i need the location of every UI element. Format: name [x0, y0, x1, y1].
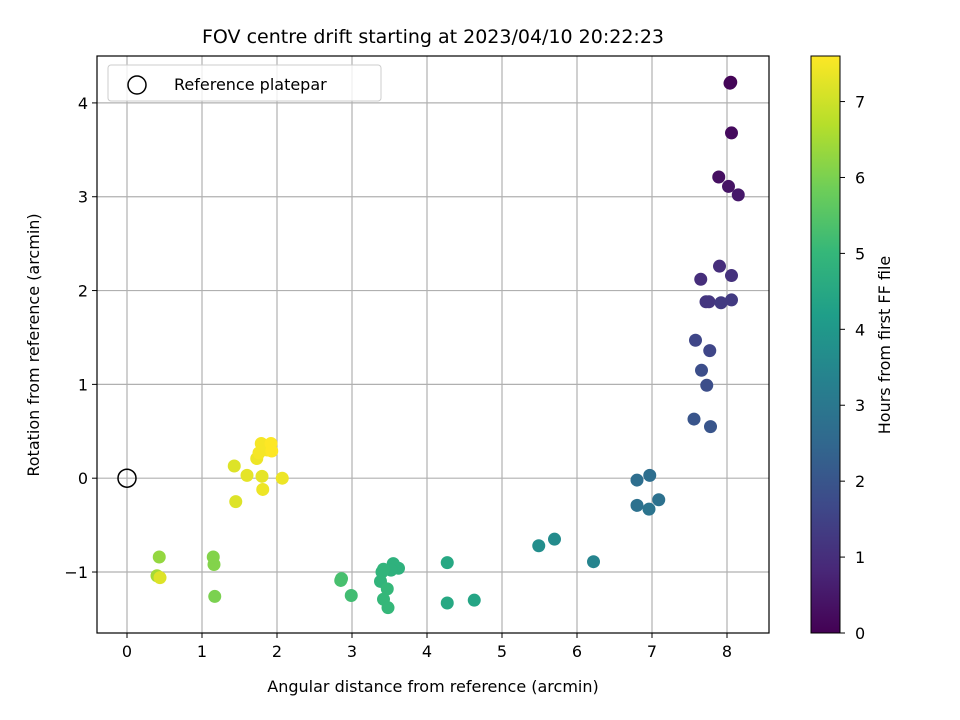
colorbar-label: Hours from first FF file	[875, 256, 894, 435]
colorbar-tick-label: 6	[855, 168, 865, 187]
scatter-point	[334, 573, 348, 587]
grid-lines	[97, 56, 769, 633]
x-tick-label: 4	[422, 642, 432, 661]
chart-title: FOV centre drift starting at 2023/04/10 …	[202, 26, 664, 48]
scatter-point	[630, 498, 644, 512]
colorbar-tick-label: 3	[855, 396, 865, 415]
scatter-point	[687, 412, 701, 426]
scatter-point	[723, 76, 737, 90]
legend-marker	[127, 75, 147, 95]
colorbar-tick-label: 1	[855, 548, 865, 567]
scatter-point	[700, 378, 714, 392]
x-axis-label: Angular distance from reference (arcmin)	[267, 677, 598, 696]
scatter-point	[722, 179, 735, 193]
x-tick-label: 5	[497, 642, 507, 661]
scatter-point	[256, 482, 270, 496]
scatter-point	[227, 459, 241, 473]
colorbar-tick-label: 4	[855, 320, 865, 339]
y-tick-label: −1	[64, 563, 88, 582]
scatter-point	[255, 469, 269, 483]
y-tick-label: 3	[78, 188, 88, 207]
scatter-point	[152, 550, 166, 564]
scatter-points	[117, 75, 745, 615]
colorbar: 0 1 2 3 4 5 6 7 Hours from first FF file	[810, 55, 894, 643]
legend-box	[107, 64, 382, 102]
scatter-point	[652, 493, 666, 507]
scatter-point	[265, 444, 279, 458]
plot-frame	[96, 55, 770, 634]
scatter-point	[642, 502, 656, 516]
x-axis-ticks: 0 1 2 3 4 5 6 7 8	[122, 633, 732, 661]
scatter-point	[725, 269, 738, 283]
scatter-point	[731, 188, 745, 202]
scatter-point	[695, 363, 708, 377]
x-tick-label: 6	[572, 642, 582, 661]
scatter-point	[713, 259, 726, 273]
colorbar-ticks: 0 1 2 3 4 5 6 7	[840, 93, 865, 643]
x-tick-label: 3	[347, 642, 357, 661]
scatter-point	[440, 556, 454, 570]
scatter-point	[712, 170, 726, 184]
colorbar-tick-label: 5	[855, 244, 865, 263]
scatter-point	[703, 344, 717, 358]
scatter-point	[630, 473, 644, 487]
scatter-point	[440, 596, 454, 610]
colorbar-tick-label: 7	[855, 93, 865, 112]
x-tick-label: 7	[647, 642, 657, 661]
colorbar-tick-label: 0	[855, 624, 865, 643]
scatter-point	[206, 550, 220, 564]
scatter-point	[208, 589, 222, 603]
legend: Reference platepar	[107, 64, 382, 102]
y-axis-label: Rotation from reference (arcmin)	[24, 213, 43, 476]
scatter-point	[714, 296, 728, 310]
y-tick-label: 4	[78, 94, 88, 113]
x-tick-label: 0	[122, 642, 132, 661]
colorbar-tick-label: 2	[855, 472, 865, 491]
scatter-point	[702, 295, 716, 309]
scatter-point	[725, 293, 738, 307]
x-tick-label: 1	[197, 642, 207, 661]
scatter-point	[704, 420, 717, 434]
scatter-point	[344, 588, 358, 602]
scatter-point	[275, 471, 289, 485]
y-tick-label: 0	[78, 469, 88, 488]
scatter-point	[381, 601, 395, 615]
scatter-point	[229, 495, 243, 509]
scatter-point	[587, 555, 600, 569]
scatter-point	[725, 126, 738, 140]
scatter-point	[548, 532, 561, 546]
x-tick-label: 2	[272, 642, 282, 661]
scatter-point	[643, 468, 657, 482]
scatter-point	[467, 593, 481, 607]
scatter-point	[532, 539, 546, 553]
scatter-point	[689, 333, 702, 347]
scatter-point	[153, 571, 167, 585]
y-axis-ticks: −1 0 1 2 3 4	[64, 94, 97, 582]
legend-label-reference-platepar: Reference platepar	[174, 75, 327, 94]
reference-platepar-marker	[117, 468, 137, 488]
scatter-point	[380, 582, 394, 596]
scatter-point	[240, 468, 254, 482]
y-tick-label: 2	[78, 282, 88, 301]
scatter-point	[694, 272, 708, 286]
y-tick-label: 1	[78, 375, 88, 394]
x-tick-label: 8	[722, 642, 732, 661]
colorbar-gradient	[810, 55, 841, 634]
